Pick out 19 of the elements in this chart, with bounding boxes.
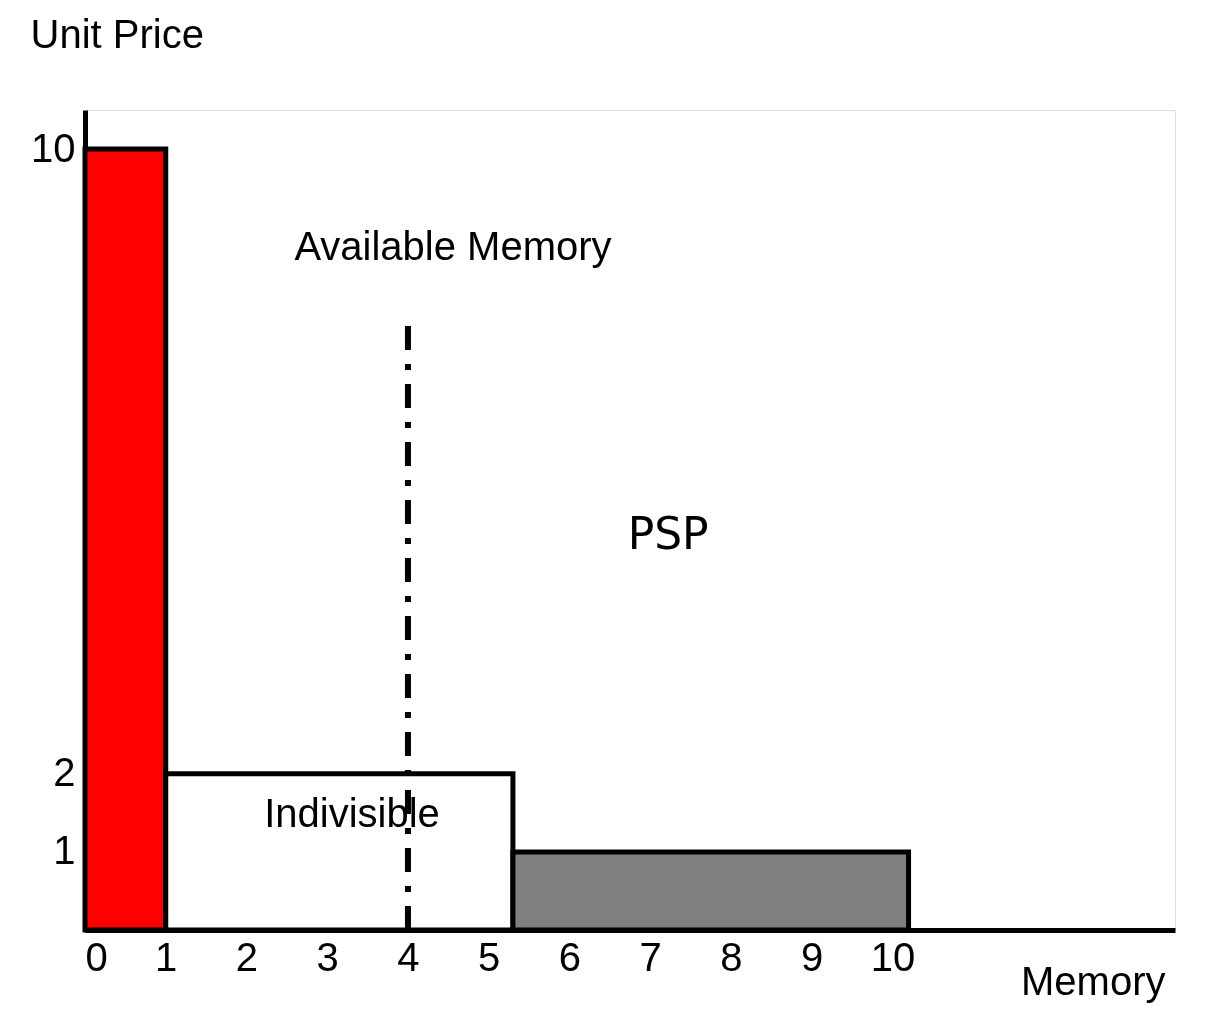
x-tick-label: 8	[720, 934, 743, 979]
x-tick-label: 4	[397, 934, 420, 979]
ref-line-label: Available Memory	[294, 224, 612, 269]
y-tick-label: 10	[31, 125, 76, 170]
x-tick-label: 3	[316, 934, 339, 979]
annotation: Indivisible	[264, 791, 440, 836]
x-tick-label: 7	[639, 934, 662, 979]
x-tick-label: 2	[235, 934, 259, 979]
x-axis-title: Memory	[1021, 958, 1166, 1003]
x-tick-label: 6	[558, 934, 582, 979]
x-tick-label: 10	[870, 934, 916, 979]
y-tick-label: 1	[53, 828, 76, 873]
annotation: PSP	[627, 508, 709, 560]
x-tick-label: 5	[478, 934, 501, 979]
x-tick-label: 1	[155, 934, 178, 979]
x-tick-label: 0	[85, 934, 108, 979]
y-axis-title: Unit Price	[30, 11, 204, 56]
x-tick-label: 9	[801, 934, 824, 979]
y-tick-label: 2	[53, 750, 76, 795]
